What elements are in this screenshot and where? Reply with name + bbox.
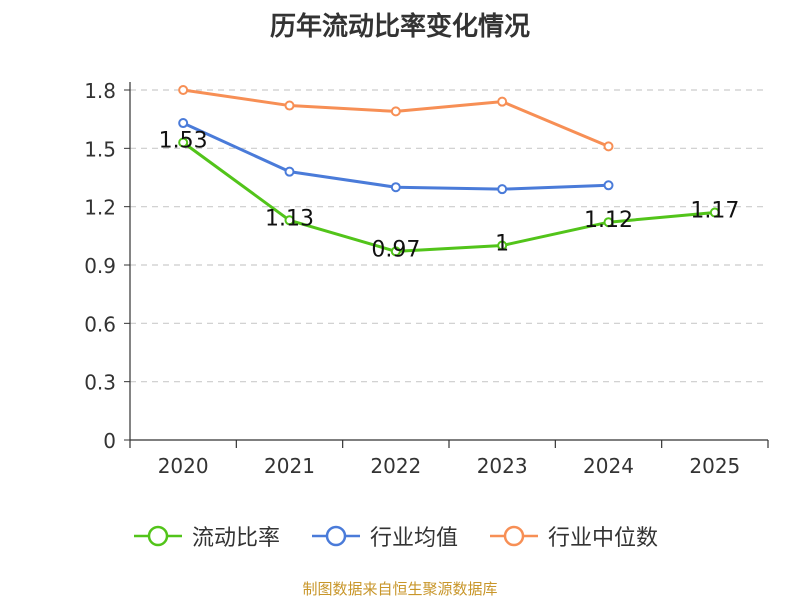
data-label: 1 <box>495 232 509 257</box>
source-footer: 制图数据来自恒生聚源数据库 <box>302 580 498 598</box>
y-tick-label: 0.6 <box>84 312 116 336</box>
data-point <box>497 184 508 195</box>
y-tick-label: 1.8 <box>84 79 116 103</box>
x-tick-label: 2023 <box>477 454 528 478</box>
series-layer <box>178 85 720 257</box>
legend-line-icon <box>490 525 538 547</box>
series-line-0 <box>182 141 715 253</box>
data-point <box>390 246 401 257</box>
data-point <box>284 166 295 177</box>
x-tick-label: 2021 <box>264 454 315 478</box>
legend-label: 行业中位数 <box>548 526 659 551</box>
data-point <box>178 137 189 148</box>
series-line-2 <box>182 88 610 148</box>
data-point <box>603 217 614 228</box>
data-point <box>497 96 508 107</box>
data-label: 1.13 <box>265 206 314 231</box>
axes: 0 0.3 0.6 0.9 1.2 1.5 1.8 2020 2021 2022 2023 2024 2… <box>84 79 769 478</box>
x-tick-label: 2025 <box>689 454 740 478</box>
data-point <box>284 215 295 226</box>
y-tick-label: 0.3 <box>84 371 116 395</box>
chart-title: 历年流动比率变化情况 <box>269 12 530 42</box>
data-point <box>709 207 720 218</box>
data-point <box>178 85 189 95</box>
legend-item-industry-median[interactable]: 行业中位数 <box>490 520 658 552</box>
data-point <box>390 106 401 117</box>
data-label: 1.53 <box>159 129 208 154</box>
x-tick-label: 2024 <box>583 454 634 478</box>
legend-label: 行业均值 <box>370 526 459 551</box>
data-labels: 1.53 1.13 0.97 1 1.12 1.17 <box>159 129 740 263</box>
data-point <box>284 100 295 111</box>
legend-line-icon <box>312 525 360 547</box>
data-label: 1.17 <box>690 199 739 224</box>
series-line-1 <box>182 121 609 191</box>
x-tick-label: 2022 <box>370 454 421 478</box>
x-tick-label: 2020 <box>158 454 209 478</box>
data-point <box>603 180 614 191</box>
y-tick-label: 1.2 <box>84 196 116 220</box>
y-tick-label: 0 <box>103 429 116 453</box>
y-tick-label: 1.5 <box>84 137 116 161</box>
legend-item-industry-mean[interactable]: 行业均值 <box>312 520 458 552</box>
data-point <box>178 118 189 129</box>
data-label: 1.12 <box>584 208 633 233</box>
legend-item-current-ratio[interactable]: 流动比率 <box>134 520 280 552</box>
data-point <box>603 141 614 152</box>
grid-lines <box>130 89 768 383</box>
legend-line-icon <box>134 525 182 547</box>
data-point <box>497 240 508 251</box>
legend-label: 流动比率 <box>192 526 281 551</box>
legend: 流动比率 行业均值 行业中位数 <box>0 520 800 552</box>
y-tick-label: 0.9 <box>84 254 116 278</box>
data-label: 0.97 <box>371 237 420 262</box>
data-point <box>390 182 401 193</box>
